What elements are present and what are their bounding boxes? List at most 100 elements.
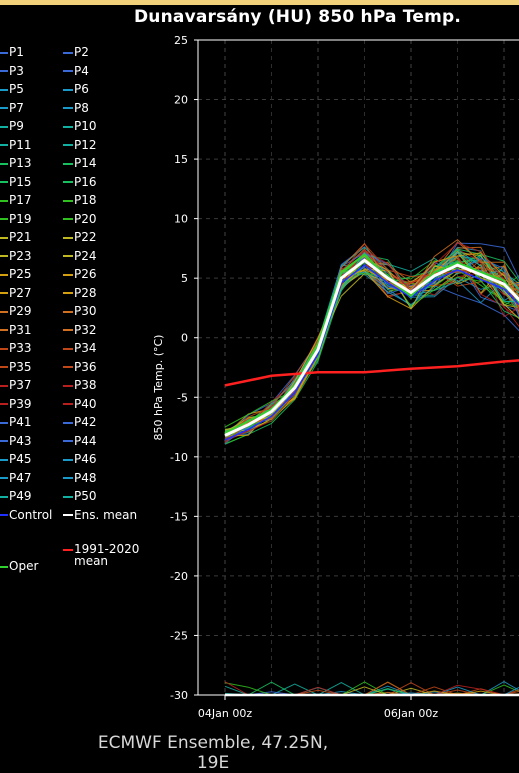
legend-label: 1991-2020 mean bbox=[74, 542, 140, 568]
member-bottom-line bbox=[225, 690, 519, 696]
legend-item: Ens. mean bbox=[60, 508, 137, 522]
member-bottom-line bbox=[225, 682, 519, 696]
legend-item: P40 bbox=[60, 397, 97, 411]
legend-label: Oper bbox=[9, 559, 39, 573]
legend-item: P35 bbox=[0, 360, 32, 374]
legend-swatch bbox=[63, 347, 73, 350]
legend-item: P46 bbox=[60, 452, 97, 466]
legend-swatch bbox=[63, 549, 73, 551]
legend-item: P11 bbox=[0, 138, 32, 152]
legend-swatch bbox=[0, 236, 8, 239]
member-bottom-line bbox=[225, 694, 519, 696]
legend-item: Control bbox=[0, 508, 52, 522]
legend-swatch bbox=[0, 255, 8, 257]
legend-swatch bbox=[63, 236, 73, 239]
member-bottom-line bbox=[225, 694, 519, 696]
legend-label: P30 bbox=[74, 304, 97, 318]
legend-label: P38 bbox=[74, 378, 97, 392]
legend-swatch bbox=[63, 218, 73, 220]
legend-swatch bbox=[0, 477, 8, 479]
legend-item: P30 bbox=[60, 304, 97, 318]
legend-swatch bbox=[0, 144, 8, 146]
member-bottom-line bbox=[225, 686, 519, 696]
legend-label: P9 bbox=[9, 119, 24, 133]
legend-item: P44 bbox=[60, 434, 97, 448]
legend-item: P2 bbox=[60, 45, 89, 59]
legend-item: P14 bbox=[60, 156, 97, 170]
legend-label: P49 bbox=[9, 489, 32, 503]
legend-item: P10 bbox=[60, 119, 97, 133]
legend-swatch bbox=[63, 421, 73, 424]
y-tick-label: 10 bbox=[174, 213, 188, 226]
legend-item-oper: Oper bbox=[0, 559, 38, 573]
y-tick-label: -30 bbox=[170, 689, 188, 702]
legend-swatch bbox=[63, 477, 73, 479]
legend-label: P41 bbox=[9, 415, 32, 429]
legend-swatch bbox=[63, 199, 73, 202]
member-bottom-line bbox=[225, 694, 519, 696]
legend-swatch bbox=[63, 144, 73, 146]
legend-label: P20 bbox=[74, 211, 97, 226]
legend-label: P12 bbox=[74, 137, 97, 152]
legend-item: P42 bbox=[60, 415, 97, 429]
top-accent-bar bbox=[0, 0, 519, 5]
legend-item: P16 bbox=[60, 175, 97, 189]
legend-label: P19 bbox=[9, 211, 32, 226]
legend-swatch bbox=[0, 199, 8, 202]
axes: 25 20 15 10 5 0 -5 -10 -15 -20 -25 -30 04Jan 00z 06Ja… bbox=[152, 34, 519, 720]
member-bottom-line bbox=[225, 686, 519, 696]
legend-label: P46 bbox=[74, 452, 97, 466]
legend-label: P1 bbox=[9, 45, 24, 59]
member-line bbox=[224, 255, 519, 441]
grid-lines bbox=[198, 39, 519, 696]
member-bottom-line bbox=[225, 694, 519, 696]
legend-label: P8 bbox=[74, 100, 89, 115]
member-bottom-line bbox=[225, 681, 519, 696]
legend-label: P15 bbox=[9, 174, 32, 189]
legend-swatch bbox=[63, 107, 73, 109]
member-bottom-line bbox=[225, 691, 519, 696]
legend-label: P48 bbox=[74, 470, 97, 485]
legend-item: P22 bbox=[60, 230, 97, 244]
legend-label: P33 bbox=[9, 341, 32, 355]
legend-label: P16 bbox=[74, 174, 97, 189]
legend-swatch bbox=[0, 70, 8, 72]
legend-swatch bbox=[63, 162, 73, 165]
legend-item: P28 bbox=[60, 286, 97, 300]
x-tick-label: 06Jan 00z bbox=[384, 707, 438, 720]
legend-swatch bbox=[63, 292, 73, 294]
legend-item: P36 bbox=[60, 360, 97, 374]
legend-swatch bbox=[63, 329, 73, 331]
legend-label: P31 bbox=[9, 322, 32, 337]
member-bottom-line bbox=[225, 681, 519, 696]
legend-label: P13 bbox=[9, 156, 32, 170]
legend-item: P24 bbox=[60, 249, 97, 263]
legend-item: P29 bbox=[0, 304, 32, 318]
legend-label: P42 bbox=[74, 415, 97, 429]
legend-item: P6 bbox=[60, 82, 89, 96]
legend-label: P25 bbox=[9, 267, 32, 281]
legend-swatch bbox=[0, 458, 8, 461]
legend-swatch bbox=[0, 403, 8, 405]
y-tick-label: 5 bbox=[181, 272, 188, 285]
legend-item: P19 bbox=[0, 212, 32, 226]
legend-item: P8 bbox=[60, 101, 89, 115]
legend-label: P34 bbox=[74, 341, 97, 355]
member-bottom-line bbox=[225, 694, 519, 696]
legend-swatch bbox=[0, 310, 8, 313]
member-line bbox=[224, 248, 519, 440]
legend-item: P4 bbox=[60, 64, 89, 78]
legend-swatch bbox=[63, 384, 73, 387]
member-bottom-line bbox=[225, 690, 519, 696]
member-bottom-line bbox=[225, 694, 519, 696]
member-bottom-line bbox=[225, 686, 519, 696]
legend-item: P26 bbox=[60, 267, 97, 281]
member-bottom-line bbox=[225, 692, 519, 696]
y-tick-label: -15 bbox=[170, 510, 188, 523]
member-bottom-line bbox=[225, 694, 519, 696]
member-bottom-line bbox=[225, 694, 519, 696]
legend-item: P38 bbox=[60, 378, 97, 392]
legend-swatch bbox=[63, 440, 73, 442]
member-bottom-line bbox=[225, 689, 519, 696]
legend-label: P40 bbox=[74, 396, 97, 411]
